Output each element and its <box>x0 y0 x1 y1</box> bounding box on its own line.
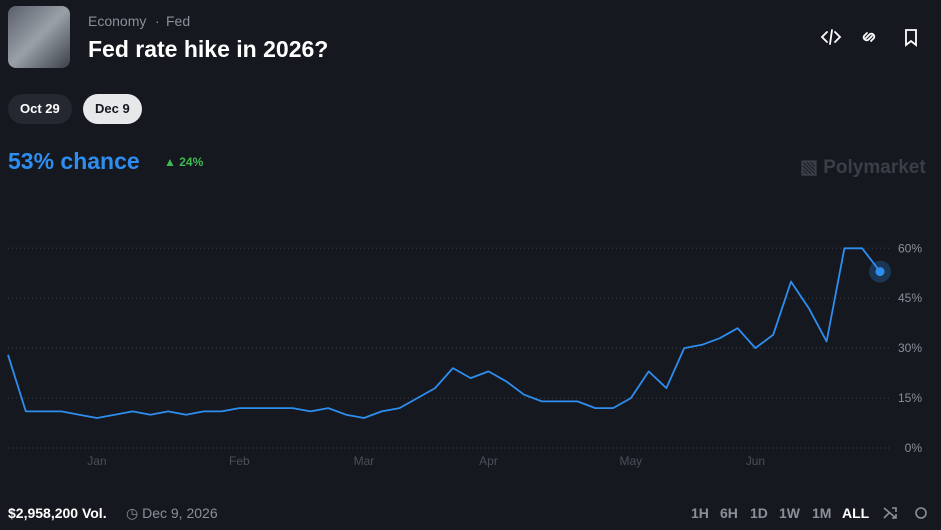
range[interactable]: 1D <box>750 505 768 521</box>
x-tick-label: Feb <box>229 454 250 468</box>
breadcrumb[interactable]: Economy <box>88 13 147 29</box>
x-tick-label: Apr <box>479 454 498 468</box>
chart: 0% 15% 30% 45% 60% Jan Feb Mar Apr May Jun <box>7 241 923 468</box>
y-tick-label: 30% <box>898 341 922 355</box>
end-date-text: Dec 9, 2026 <box>142 505 218 521</box>
market-title: Fed rate hike in 2026? <box>88 36 329 62</box>
separator: · <box>155 13 160 29</box>
date-tab[interactable]: Dec 9 <box>83 94 142 124</box>
date-tab[interactable]: Oct 29 <box>8 94 72 124</box>
up-arrow: ▲ <box>164 155 180 169</box>
link-icon[interactable] <box>862 32 876 42</box>
embed-icon[interactable] <box>820 29 842 45</box>
range[interactable]: 1H <box>691 505 709 521</box>
chart-controls <box>883 507 927 519</box>
x-tick-label: Jun <box>746 454 765 468</box>
change: ▲ 24% <box>164 155 203 169</box>
volume: $2,958,200 Vol. <box>8 505 107 521</box>
brand-logo: ▧ <box>800 157 824 178</box>
end-date: ◷ Dec 9, 2026 <box>126 505 218 522</box>
series-line <box>7 247 881 419</box>
y-tick-label: 15% <box>898 391 922 405</box>
brand-name: Polymarket <box>823 157 926 178</box>
brand: ▧ Polymarket <box>800 156 926 179</box>
y-tick-label: 60% <box>898 241 922 255</box>
range[interactable]: 1M <box>812 505 832 521</box>
market-image <box>8 6 70 68</box>
range[interactable]: 6H <box>720 505 738 521</box>
header-icons <box>820 29 917 47</box>
change-value: 24% <box>179 155 204 169</box>
clock-icon: ◷ <box>126 505 143 521</box>
range[interactable]: ALL <box>842 505 870 521</box>
shuffle-icon[interactable] <box>883 507 897 519</box>
x-tick-label: Jan <box>87 454 106 468</box>
x-tick-label: Mar <box>354 454 375 468</box>
endpoint <box>875 267 885 277</box>
x-tick-label: May <box>620 454 643 468</box>
bookmark-icon[interactable] <box>905 29 917 47</box>
y-tick-label: 0% <box>905 441 923 455</box>
settings-icon[interactable] <box>915 507 927 519</box>
range[interactable]: 1W <box>779 505 800 521</box>
chance: 53% chance <box>8 148 140 174</box>
breadcrumb[interactable]: Fed <box>166 13 191 29</box>
y-tick-label: 45% <box>898 291 922 305</box>
